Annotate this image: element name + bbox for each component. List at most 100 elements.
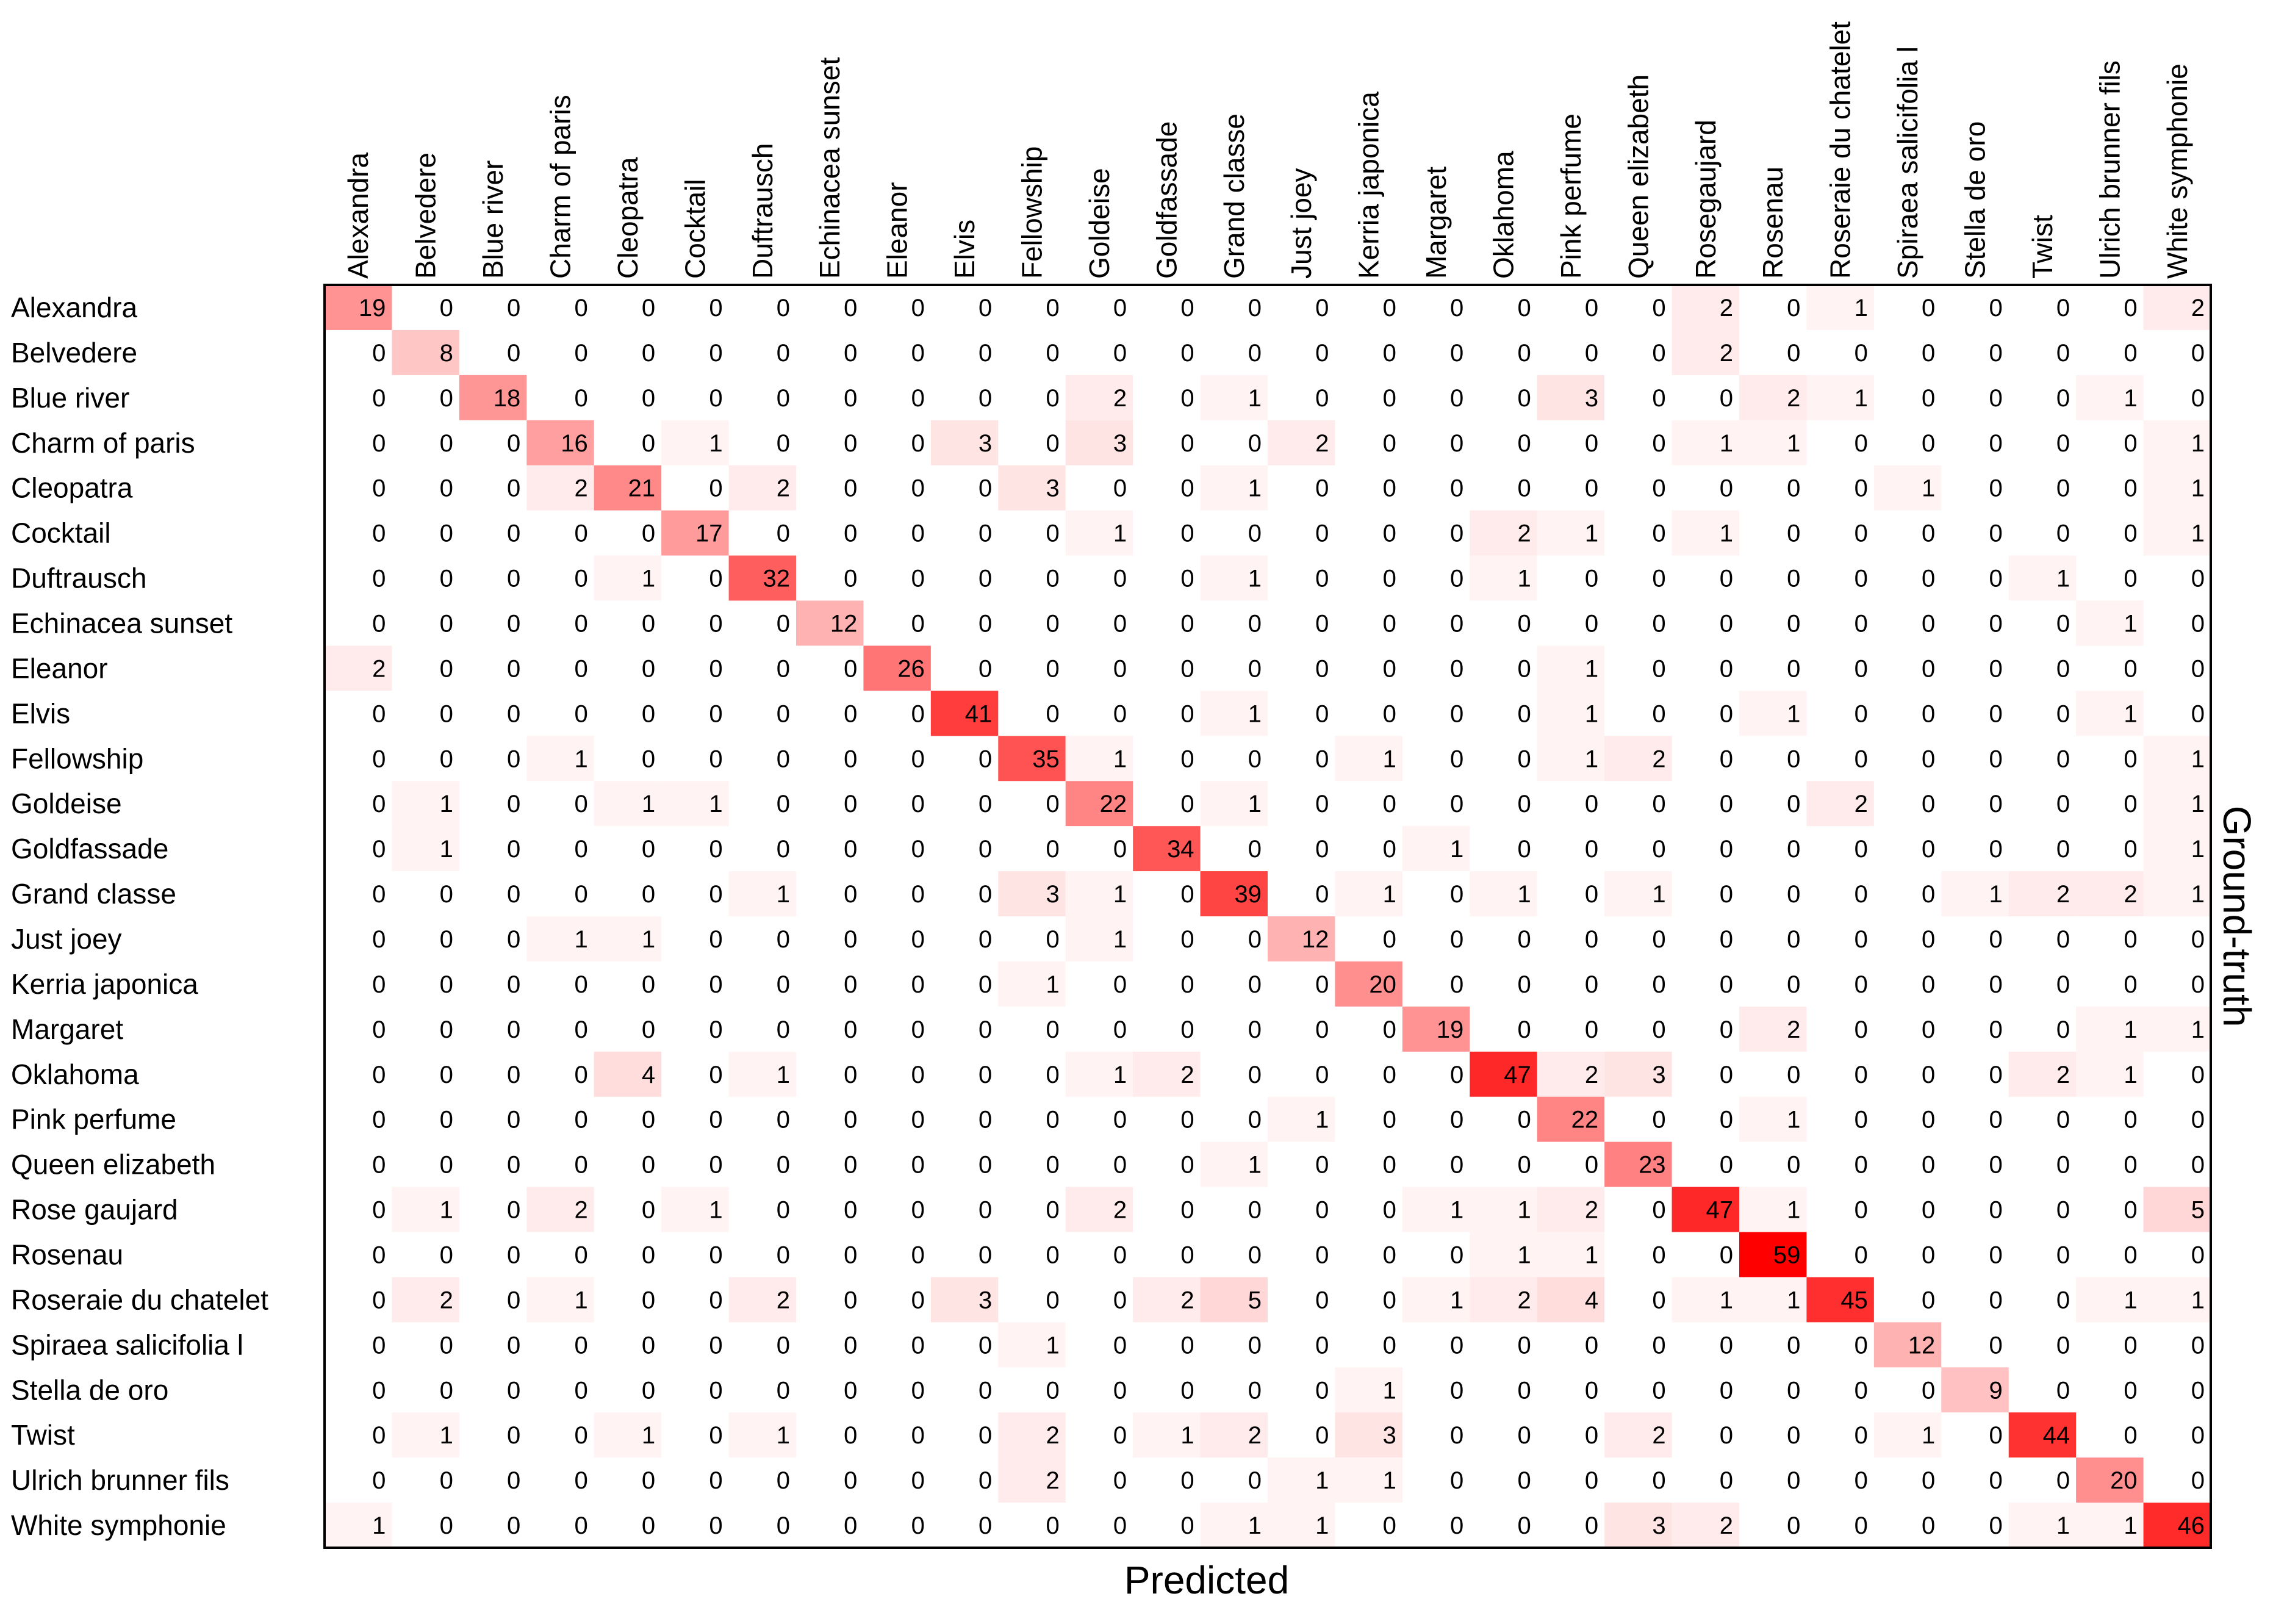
cell-value-17-12: 2 <box>1180 1062 1194 1088</box>
cell-2-11 <box>1065 375 1133 420</box>
row-label-4: Cleopatra <box>11 472 133 504</box>
cell-value-8-10: 0 <box>1046 655 1059 682</box>
cell-value-17-18: 2 <box>1585 1062 1598 1088</box>
cell-value-11-12: 0 <box>1180 791 1194 817</box>
cell-17-11 <box>1065 1051 1133 1097</box>
cell-value-0-24: 0 <box>1989 295 2002 322</box>
cell-value-1-15: 0 <box>1383 340 1396 367</box>
cell-20-20 <box>1672 1187 1739 1232</box>
cell-value-5-3: 0 <box>574 520 587 547</box>
cell-17-17 <box>1470 1051 1537 1097</box>
cell-value-12-22: 0 <box>1855 836 1868 863</box>
cell-value-12-18: 0 <box>1585 836 1598 863</box>
cell-value-21-12: 0 <box>1180 1241 1194 1268</box>
cell-value-14-11: 1 <box>1113 926 1127 953</box>
cell-value-24-0: 0 <box>372 1377 386 1404</box>
cell-value-23-24: 0 <box>1989 1332 2002 1359</box>
cell-value-18-21: 1 <box>1787 1107 1800 1134</box>
cell-value-6-21: 0 <box>1787 566 1800 592</box>
cell-value-11-19: 0 <box>1652 791 1665 817</box>
cell-value-8-18: 1 <box>1585 655 1598 682</box>
cell-value-24-20: 0 <box>1720 1377 1733 1404</box>
cell-value-14-17: 0 <box>1517 926 1531 953</box>
cell-value-13-18: 0 <box>1585 881 1598 908</box>
cell-value-13-24: 1 <box>1989 881 2002 908</box>
cell-value-19-11: 0 <box>1113 1152 1127 1179</box>
cell-value-26-24: 0 <box>1989 1467 2002 1494</box>
cell-value-3-11: 3 <box>1113 430 1127 457</box>
cell-6-6 <box>728 555 796 601</box>
cell-value-12-8: 0 <box>911 836 925 863</box>
cell-value-19-3: 0 <box>574 1152 587 1179</box>
cell-value-19-4: 0 <box>642 1152 655 1179</box>
cell-value-18-18: 22 <box>1571 1107 1599 1134</box>
row-label-17: Oklahoma <box>11 1058 139 1090</box>
cell-value-16-22: 0 <box>1855 1016 1868 1043</box>
cell-value-11-11: 22 <box>1100 791 1127 817</box>
cell-value-25-18: 0 <box>1585 1422 1598 1449</box>
cell-value-14-19: 0 <box>1652 926 1665 953</box>
cell-value-5-6: 0 <box>777 520 790 547</box>
cell-9-9 <box>930 691 999 736</box>
cell-value-25-2: 0 <box>507 1422 520 1449</box>
cell-value-18-26: 0 <box>2124 1107 2137 1134</box>
cell-value-26-27: 0 <box>2191 1467 2205 1494</box>
cell-value-8-9: 0 <box>979 655 992 682</box>
cell-value-5-12: 0 <box>1180 520 1194 547</box>
cell-value-4-12: 0 <box>1180 475 1194 502</box>
cell-value-27-15: 0 <box>1383 1512 1396 1539</box>
cell-value-2-5: 0 <box>709 385 722 412</box>
cell-value-17-27: 0 <box>2191 1062 2205 1088</box>
cell-value-10-27: 1 <box>2191 746 2205 772</box>
cell-17-19 <box>1604 1051 1672 1097</box>
cell-value-25-19: 2 <box>1652 1422 1665 1449</box>
cell-16-21 <box>1739 1006 1807 1052</box>
cell-16-16 <box>1402 1006 1470 1052</box>
cell-value-5-25: 0 <box>2056 520 2070 547</box>
cell-5-17 <box>1470 510 1537 556</box>
cell-value-4-27: 1 <box>2191 475 2205 502</box>
cell-value-16-26: 1 <box>2124 1016 2137 1043</box>
cell-value-22-23: 0 <box>1922 1287 1935 1313</box>
cell-value-9-15: 0 <box>1383 700 1396 727</box>
cell-value-22-25: 0 <box>2056 1287 2070 1313</box>
cell-value-5-9: 0 <box>979 520 992 547</box>
cell-value-3-25: 0 <box>2056 430 2070 457</box>
cell-value-25-20: 0 <box>1720 1422 1733 1449</box>
cell-value-5-8: 0 <box>911 520 925 547</box>
column-label-15: Kerria japonica <box>1353 92 1385 279</box>
cell-value-18-9: 0 <box>979 1107 992 1134</box>
cell-value-23-4: 0 <box>642 1332 655 1359</box>
cell-17-12 <box>1133 1051 1201 1097</box>
cell-10-27 <box>2143 736 2211 781</box>
column-label-10: Fellowship <box>1016 146 1048 279</box>
cell-value-24-4: 0 <box>642 1377 655 1404</box>
cell-value-27-2: 0 <box>507 1512 520 1539</box>
cell-value-5-4: 0 <box>642 520 655 547</box>
cell-13-6 <box>728 871 796 916</box>
cell-4-23 <box>1873 465 1942 511</box>
cell-value-18-24: 0 <box>1989 1107 2002 1134</box>
cell-value-3-24: 0 <box>1989 430 2002 457</box>
cell-value-20-1: 1 <box>440 1197 453 1224</box>
cell-value-23-21: 0 <box>1787 1332 1800 1359</box>
cell-value-19-22: 0 <box>1855 1152 1868 1179</box>
cell-value-1-26: 0 <box>2124 340 2137 367</box>
cell-value-24-19: 0 <box>1652 1377 1665 1404</box>
cell-value-0-18: 0 <box>1585 295 1598 322</box>
cell-20-5 <box>661 1187 729 1232</box>
cell-value-12-15: 0 <box>1383 836 1396 863</box>
cell-value-7-1: 0 <box>440 610 453 637</box>
row-label-18: Pink perfume <box>11 1104 176 1135</box>
cell-25-10 <box>998 1412 1066 1458</box>
cell-value-27-6: 0 <box>777 1512 790 1539</box>
cell-value-24-1: 0 <box>440 1377 453 1404</box>
cell-value-27-7: 0 <box>844 1512 857 1539</box>
cell-value-5-23: 0 <box>1922 520 1935 547</box>
cell-value-16-7: 0 <box>844 1016 857 1043</box>
cell-value-22-19: 0 <box>1652 1287 1665 1313</box>
cell-14-3 <box>526 916 594 961</box>
cell-value-6-11: 0 <box>1113 566 1127 592</box>
cell-value-7-3: 0 <box>574 610 587 637</box>
cell-value-7-4: 0 <box>642 610 655 637</box>
